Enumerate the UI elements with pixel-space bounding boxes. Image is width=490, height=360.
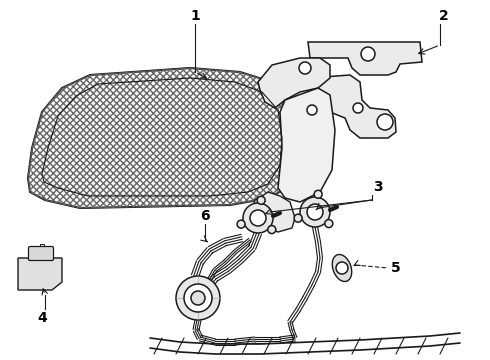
Text: 6: 6 [200,209,210,223]
Circle shape [184,284,212,312]
Circle shape [176,276,220,320]
Polygon shape [18,258,62,290]
Polygon shape [258,58,330,108]
Circle shape [257,196,265,204]
Circle shape [300,197,330,227]
Polygon shape [308,42,422,75]
Circle shape [237,220,245,228]
Text: 1: 1 [190,9,200,23]
Circle shape [250,210,266,226]
Polygon shape [252,192,295,232]
Text: 2: 2 [439,9,449,23]
Polygon shape [28,68,300,208]
Circle shape [325,220,333,228]
Circle shape [361,47,375,61]
Circle shape [299,62,311,74]
Circle shape [243,203,273,233]
Circle shape [307,204,323,220]
Circle shape [314,190,322,198]
Circle shape [191,291,205,305]
Text: 3: 3 [373,180,383,194]
Polygon shape [278,88,335,202]
Polygon shape [310,75,396,138]
FancyBboxPatch shape [28,247,53,261]
Circle shape [353,103,363,113]
Text: 5: 5 [391,261,401,275]
Circle shape [294,214,302,222]
Circle shape [268,226,276,234]
Circle shape [307,105,317,115]
Circle shape [336,262,348,274]
Text: 4: 4 [37,311,47,325]
Circle shape [377,114,393,130]
Ellipse shape [332,255,352,282]
